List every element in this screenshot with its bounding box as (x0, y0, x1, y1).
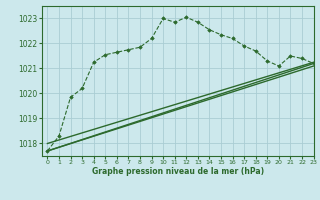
X-axis label: Graphe pression niveau de la mer (hPa): Graphe pression niveau de la mer (hPa) (92, 167, 264, 176)
